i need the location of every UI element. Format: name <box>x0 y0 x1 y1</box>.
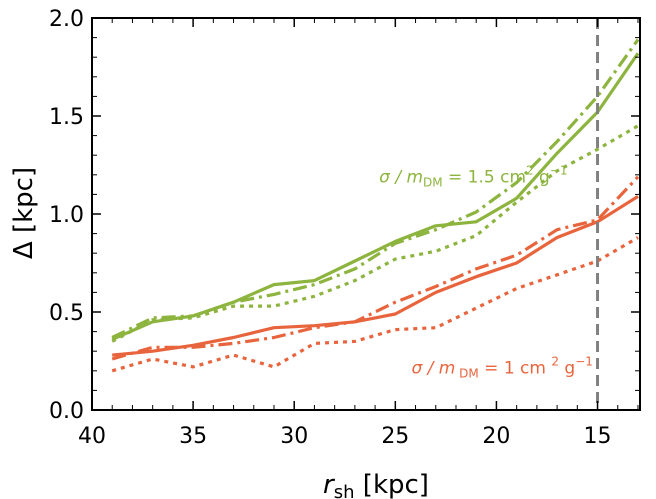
series-line-green-solid <box>111 52 640 341</box>
annotation-sigma-15: σ / mDM = 1.5 cm2 g−1 <box>379 164 567 190</box>
annotation-sigma-15-part: m <box>406 168 423 188</box>
series-line-orange-dotted <box>111 236 639 373</box>
annotation-sigma-1: σ / m DM = 1 cm 2 g−1 <box>411 355 592 381</box>
annotation-sigma-1-part: −1 <box>575 355 593 369</box>
series-line-orange-solid <box>112 195 639 357</box>
series-line-green-dotted <box>111 124 639 343</box>
annotation-sigma-1-part: m <box>439 359 456 379</box>
annotation-sigma-15-part: 2 <box>526 164 534 178</box>
annotation-sigma-15-part: g <box>534 168 550 188</box>
annotation-sigma-1-part: σ / <box>411 359 438 379</box>
x-tick-label: 35 <box>179 424 207 449</box>
y-tick-label: 0.0 <box>49 399 84 424</box>
x-tick-label: 30 <box>280 424 308 449</box>
annotation-sigma-1-part: 2 <box>551 355 559 369</box>
annotation-sigma-1-part: g <box>559 359 575 379</box>
annotation-sigma-15-part: DM <box>423 176 443 190</box>
y-tick-label: 1.5 <box>49 105 84 130</box>
annotation-sigma-1-part: = 1 cm <box>479 359 552 379</box>
x-axis-label-r: r <box>323 470 336 499</box>
x-axis-label: rsh [kpc] <box>323 470 429 499</box>
series-line-green-dashdot <box>111 38 640 339</box>
x-tick-label: 40 <box>78 424 106 449</box>
annotation-sigma-15-part: σ / <box>379 168 406 188</box>
annotation-sigma-15-part: −1 <box>550 164 568 178</box>
y-tick-label: 2.0 <box>49 7 84 32</box>
x-axis-label-sub: sh <box>334 482 355 499</box>
y-tick-label: 0.5 <box>49 301 84 326</box>
x-tick-label: 20 <box>482 424 510 449</box>
x-axis-label-unit: [kpc] <box>355 470 429 499</box>
annotation-sigma-15-part: = 1.5 cm <box>443 168 526 188</box>
y-axis-label: Δ [kpc] <box>9 167 39 259</box>
x-tick-label: 25 <box>381 424 409 449</box>
series-layer <box>111 38 640 373</box>
annotation-sigma-1-part: DM <box>455 367 478 381</box>
x-tick-label: 15 <box>584 424 612 449</box>
y-tick-label: 1.0 <box>49 203 84 228</box>
series-line-orange-dashdot <box>111 175 640 361</box>
plot-frame <box>91 17 641 411</box>
